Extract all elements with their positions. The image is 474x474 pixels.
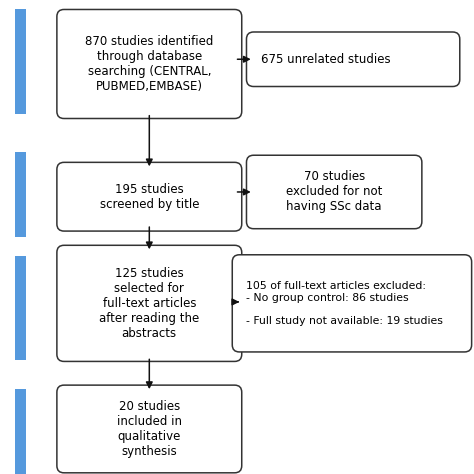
FancyBboxPatch shape [15, 9, 26, 114]
FancyBboxPatch shape [15, 152, 26, 237]
FancyBboxPatch shape [57, 385, 242, 473]
FancyBboxPatch shape [57, 246, 242, 362]
Text: 70 studies
excluded for not
having SSc data: 70 studies excluded for not having SSc d… [286, 171, 383, 213]
Text: 105 of full-text articles excluded:
- No group control: 86 studies

- Full study: 105 of full-text articles excluded: - No… [246, 281, 443, 326]
FancyBboxPatch shape [232, 255, 472, 352]
Text: 195 studies
screened by title: 195 studies screened by title [100, 182, 199, 211]
FancyBboxPatch shape [57, 9, 242, 119]
Text: 870 studies identified
through database
searching (CENTRAL,
PUBMED,EMBASE): 870 studies identified through database … [85, 35, 213, 93]
FancyBboxPatch shape [15, 256, 26, 360]
FancyBboxPatch shape [246, 32, 460, 87]
Text: 20 studies
included in
qualitative
synthesis: 20 studies included in qualitative synth… [117, 400, 182, 458]
Text: 675 unrelated studies: 675 unrelated studies [261, 53, 390, 66]
Text: 125 studies
selected for
full-text articles
after reading the
abstracts: 125 studies selected for full-text artic… [99, 267, 200, 340]
FancyBboxPatch shape [246, 155, 422, 229]
FancyBboxPatch shape [15, 389, 26, 474]
FancyBboxPatch shape [57, 163, 242, 231]
